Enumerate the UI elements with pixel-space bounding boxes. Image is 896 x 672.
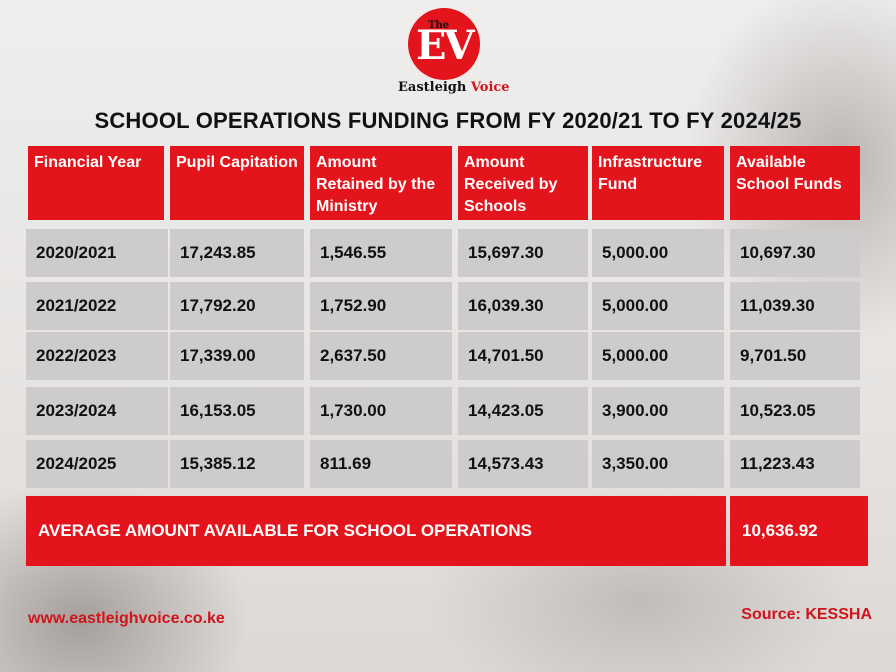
column-header: Infrastructure Fund: [592, 146, 724, 220]
eastleigh-voice-logo: The EV Eastleigh Voice: [398, 8, 510, 100]
table-cell: 3,900.00: [592, 387, 724, 435]
table-cell: 811.69: [310, 440, 452, 488]
logo-name-part2: Voice: [470, 80, 510, 95]
column-header: Pupil Capitation: [170, 146, 304, 220]
table-cell: 5,000.00: [592, 229, 724, 277]
column-header: Available School Funds: [730, 146, 860, 220]
table-cell: 1,752.90: [310, 282, 452, 330]
table-cell: 2021/2022: [26, 282, 168, 330]
logo-e: E: [416, 22, 446, 69]
table-cell: 5,000.00: [592, 332, 724, 380]
website-url[interactable]: www.eastleighvoice.co.ke: [28, 610, 225, 627]
average-value: 10,636.92: [730, 496, 868, 566]
page-title: SCHOOL OPERATIONS FUNDING FROM FY 2020/2…: [94, 108, 802, 133]
table-cell: 14,423.05: [458, 387, 588, 435]
table-cell: 11,039.30: [730, 282, 860, 330]
table-cell: 5,000.00: [592, 282, 724, 330]
table-cell: 1,730.00: [310, 387, 452, 435]
table-cell: 14,701.50: [458, 332, 588, 380]
logo-ev: EV: [416, 26, 475, 66]
table-cell: 16,039.30: [458, 282, 588, 330]
column-header: Amount Retained by the Ministry: [310, 146, 452, 220]
table-cell: 2023/2024: [26, 387, 168, 435]
table-cell: 17,339.00: [170, 332, 304, 380]
logo-name: Eastleigh Voice: [398, 80, 510, 95]
source-label: Source: KESSHA: [741, 606, 872, 623]
table-cell: 10,523.05: [730, 387, 860, 435]
table-cell: 1,546.55: [310, 229, 452, 277]
table-cell: 14,573.43: [458, 440, 588, 488]
table-cell: 17,792.20: [170, 282, 304, 330]
table-cell: 10,697.30: [730, 229, 860, 277]
table-cell: 2,637.50: [310, 332, 452, 380]
average-label: AVERAGE AMOUNT AVAILABLE FOR SCHOOL OPER…: [26, 496, 726, 566]
table-cell: 17,243.85: [170, 229, 304, 277]
table-cell: 3,350.00: [592, 440, 724, 488]
logo-name-part1: Eastleigh: [398, 80, 467, 95]
logo-circle: [408, 8, 480, 80]
logo-v: V: [443, 22, 475, 69]
table-cell: 2022/2023: [26, 332, 168, 380]
column-header: Financial Year: [28, 146, 164, 220]
table-cell: 15,697.30: [458, 229, 588, 277]
table-cell: 11,223.43: [730, 440, 860, 488]
column-header: Amount Received by Schools: [458, 146, 588, 220]
table-cell: 15,385.12: [170, 440, 304, 488]
table-cell: 2020/2021: [26, 229, 168, 277]
table-cell: 2024/2025: [26, 440, 168, 488]
table-cell: 16,153.05: [170, 387, 304, 435]
logo-the: The: [428, 20, 450, 31]
table-cell: 9,701.50: [730, 332, 860, 380]
